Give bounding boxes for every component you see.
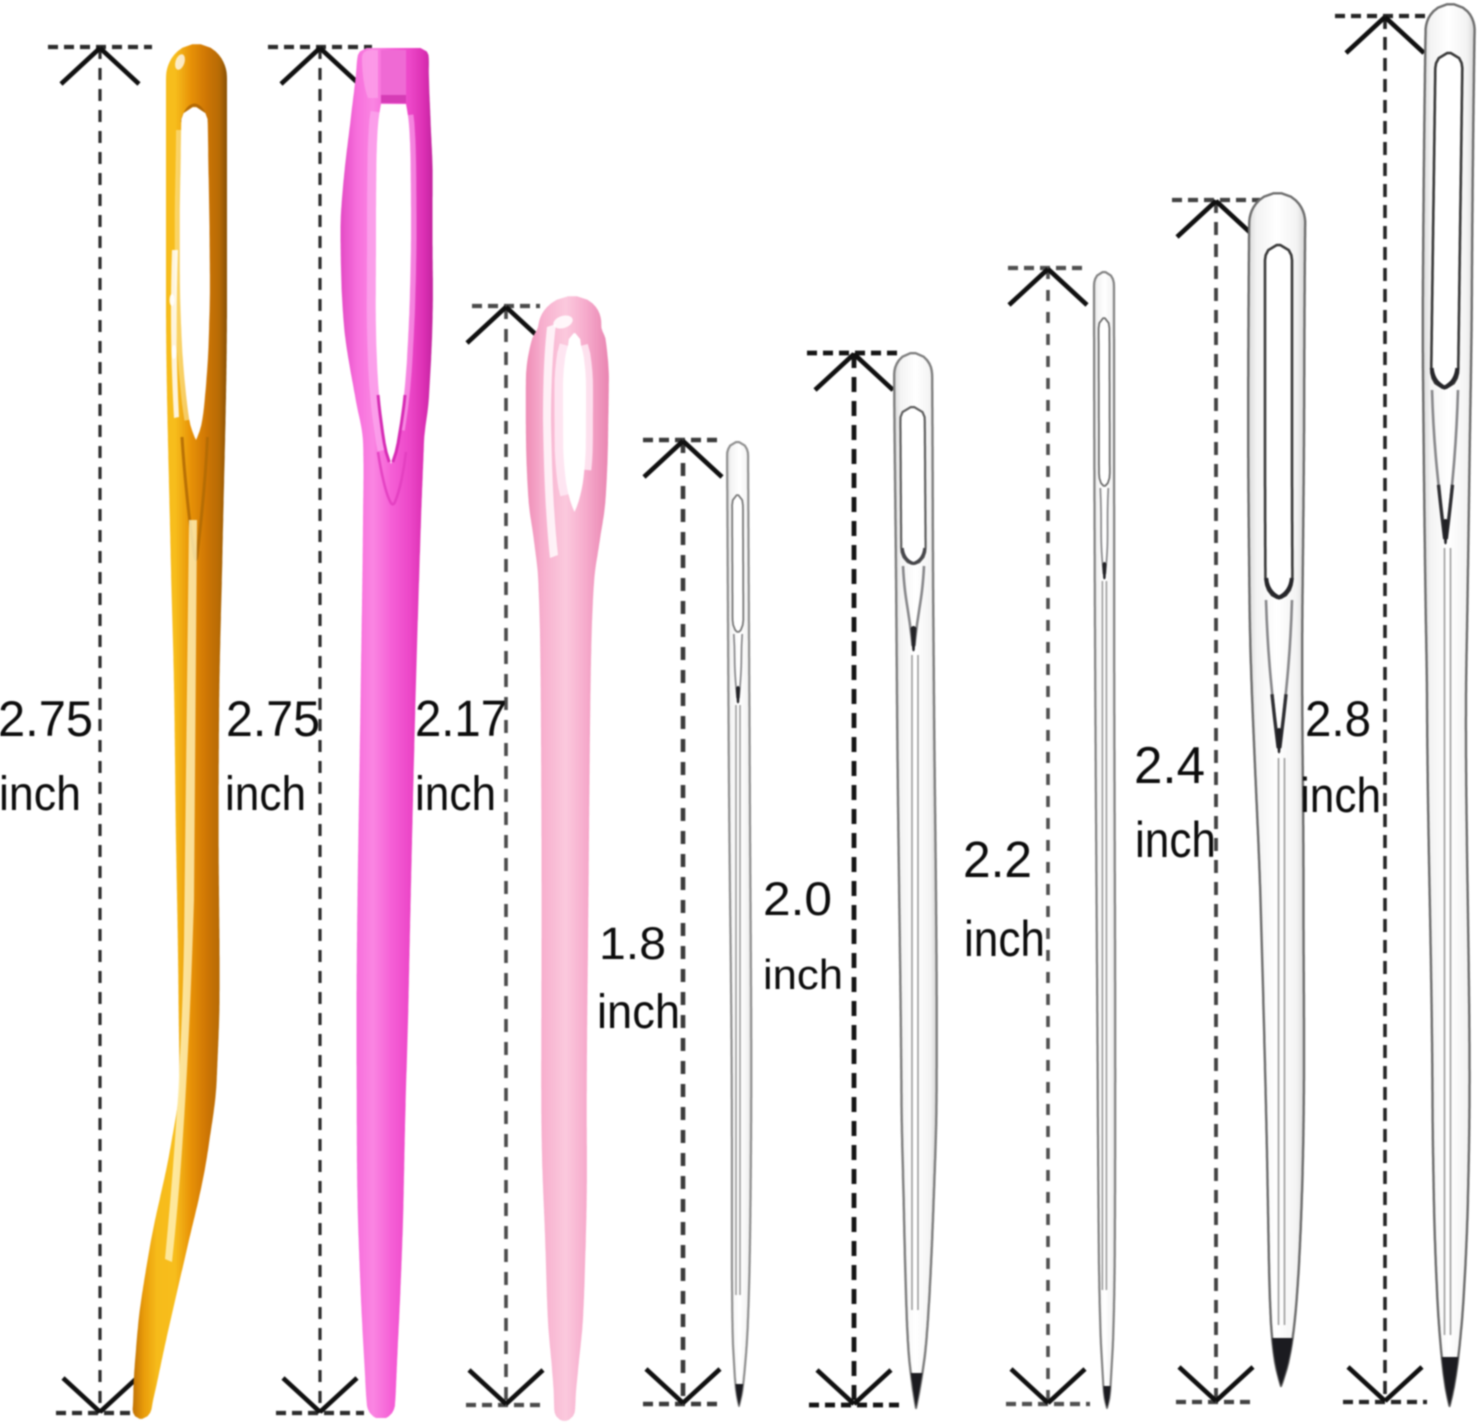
svg-text:2.8: 2.8 xyxy=(1305,691,1371,747)
svg-text:inch: inch xyxy=(763,951,843,998)
svg-text:2.17: 2.17 xyxy=(415,690,507,747)
svg-text:inch: inch xyxy=(415,768,496,821)
svg-text:1.8: 1.8 xyxy=(599,918,666,969)
svg-text:inch: inch xyxy=(1300,769,1381,823)
svg-text:2.2: 2.2 xyxy=(963,831,1032,888)
svg-text:inch: inch xyxy=(1135,812,1216,868)
svg-text:2.75: 2.75 xyxy=(0,691,93,747)
svg-text:2.75: 2.75 xyxy=(226,691,320,747)
svg-text:2.0: 2.0 xyxy=(763,872,832,925)
svg-text:inch: inch xyxy=(225,768,306,821)
svg-text:inch: inch xyxy=(597,986,680,1039)
svg-text:inch: inch xyxy=(0,768,81,821)
svg-text:inch: inch xyxy=(964,911,1045,967)
svg-text:2.4: 2.4 xyxy=(1134,737,1205,795)
